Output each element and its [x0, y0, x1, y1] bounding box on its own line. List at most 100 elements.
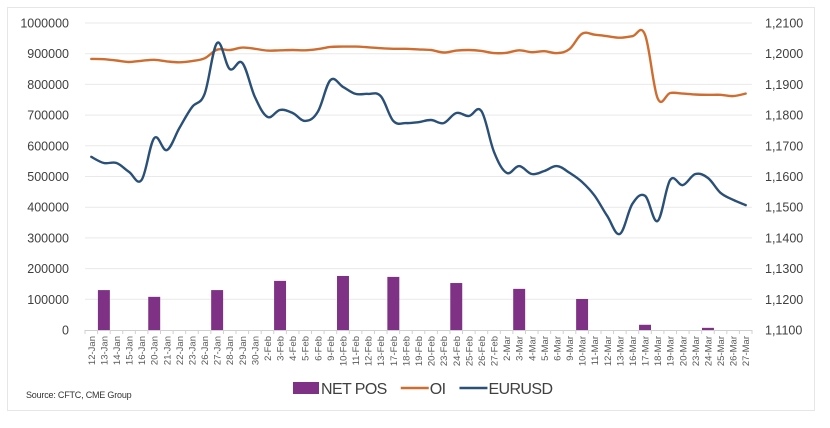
- x-tick-label: 22-Jan: [175, 336, 186, 365]
- x-tick-label: 27-Jan: [213, 336, 224, 365]
- y-left-tick-label: 300000: [27, 231, 69, 245]
- x-tick-label: 20-Jan: [150, 336, 161, 365]
- x-tick-label: 2-Feb: [263, 336, 274, 361]
- x-tick-label: 23-Feb: [439, 336, 450, 366]
- net-pos-bar: [148, 296, 161, 330]
- x-tick-label: 6-Feb: [313, 336, 324, 361]
- x-tick-label: 16-Mar: [628, 336, 639, 366]
- y-right-tick-label: 1,1400: [765, 231, 803, 245]
- y-left-tick-label: 0: [62, 324, 69, 338]
- x-tick-label: 3-Feb: [276, 336, 287, 361]
- legend-label: OI: [430, 381, 446, 398]
- legend-label: NET POS: [321, 381, 387, 398]
- x-tick-label: 10-Feb: [338, 336, 349, 366]
- x-tick-label: 13-Jan: [99, 336, 110, 365]
- y-right-tick-label: 1,1800: [765, 109, 803, 123]
- y-left-tick-label: 900000: [27, 47, 69, 61]
- x-tick-label: 9-Mar: [565, 336, 576, 361]
- x-tick-label: 16-Jan: [137, 336, 148, 365]
- y-left-tick-label: 1000000: [20, 17, 69, 31]
- y-right-tick-label: 1,1700: [765, 139, 803, 153]
- x-tick-label: 24-Mar: [703, 336, 714, 366]
- x-tick-label: 26-Jan: [200, 336, 211, 365]
- series-lines: [90, 28, 747, 236]
- y-left-tick-label: 700000: [27, 109, 69, 123]
- x-tick-label: 17-Mar: [641, 336, 652, 366]
- x-tick-label: 17-Feb: [389, 336, 400, 366]
- x-tick-label: 10-Mar: [578, 336, 589, 366]
- x-tick-label: 25-Mar: [716, 336, 727, 366]
- x-tick-label: 23-Mar: [691, 336, 702, 366]
- net-pos-bar: [274, 280, 287, 330]
- y-right-tick-label: 1,1500: [765, 201, 803, 215]
- x-tick-label: 29-Jan: [238, 336, 249, 365]
- net-pos-bar: [576, 298, 589, 330]
- net-pos-bar: [97, 290, 110, 330]
- y-right-tick-label: 1,1100: [765, 324, 802, 338]
- x-tick-label: 26-Feb: [477, 336, 488, 366]
- oi-line: [90, 28, 747, 104]
- legend-swatch: [293, 382, 319, 394]
- chart-frame: [7, 7, 815, 411]
- y-axis-right: 1,1100 1,1200 1,1300 1,1400 1,1500 1,1600 1,17…: [765, 17, 803, 338]
- y-left-tick-label: 800000: [27, 78, 69, 92]
- legend: NET POS OI EURUSD: [293, 381, 553, 398]
- x-tick-label: 25-Feb: [464, 336, 475, 366]
- x-tick-label: 19-Feb: [414, 336, 425, 366]
- x-tick-label: 21-Jan: [162, 336, 173, 365]
- x-tick-label: 11-Feb: [351, 336, 362, 365]
- x-tick-label: 30-Jan: [250, 336, 261, 365]
- y-left-tick-label: 600000: [27, 139, 69, 153]
- eurusd-line: [90, 41, 747, 236]
- x-tick-label: 14-Jan: [112, 336, 123, 365]
- x-tick-label: 20-Mar: [678, 336, 689, 366]
- net-pos-bars: [97, 275, 714, 330]
- x-tick-label: 27-Feb: [490, 336, 501, 366]
- y-right-tick-label: 1,2100: [765, 17, 803, 31]
- y-right-tick-label: 1,1600: [765, 170, 803, 184]
- x-tick-label: 12-Jan: [87, 336, 98, 365]
- y-right-tick-label: 1,1300: [765, 262, 803, 276]
- legend-item-eurusd: EURUSD: [459, 381, 553, 398]
- net-pos-bar: [639, 324, 652, 330]
- x-tick-label: 3-Mar: [515, 336, 526, 361]
- net-pos-bar: [450, 283, 463, 330]
- x-tick-label: 12-Feb: [364, 336, 375, 366]
- net-pos-bar: [211, 290, 224, 330]
- y-right-tick-label: 1,1200: [765, 293, 803, 307]
- source-note: Source: CFTC, CME Group: [26, 390, 132, 400]
- x-tick-label: 2-Mar: [502, 336, 513, 361]
- x-tick-label: 5-Feb: [301, 336, 312, 361]
- x-axis: 12-Jan 13-Jan 14-Jan 15-Jan 16-Jan 20-Jan 21-J…: [84, 330, 753, 366]
- y-left-tick-label: 100000: [27, 293, 69, 307]
- legend-item-oi: OI: [400, 381, 446, 398]
- x-tick-label: 28-Jan: [225, 336, 236, 365]
- legend-label: EURUSD: [488, 381, 552, 398]
- y-right-tick-label: 1,1900: [765, 78, 803, 92]
- x-tick-label: 24-Feb: [452, 336, 463, 366]
- x-tick-label: 18-Mar: [653, 336, 664, 366]
- net-pos-bar: [513, 288, 526, 330]
- x-tick-label: 20-Feb: [427, 336, 438, 366]
- x-tick-label: 18-Feb: [401, 336, 412, 366]
- x-tick-label: 12-Mar: [603, 336, 614, 366]
- x-tick-label: 4-Feb: [288, 336, 299, 361]
- x-tick-label: 13-Mar: [615, 336, 626, 366]
- x-tick-label: 27-Mar: [741, 336, 752, 366]
- y-left-tick-label: 400000: [27, 201, 69, 215]
- x-tick-label: 6-Mar: [552, 336, 563, 361]
- y-axis-left: 0 100000 200000 300000 400000 500000 600000 700…: [20, 17, 69, 338]
- x-tick-label: 4-Mar: [527, 336, 538, 361]
- y-right-tick-label: 1,2000: [765, 47, 803, 61]
- x-tick-label: 15-Jan: [125, 336, 136, 365]
- y-left-tick-label: 500000: [27, 170, 69, 184]
- net-pos-bar: [337, 275, 349, 330]
- x-tick-label: 23-Jan: [187, 336, 198, 365]
- y-left-tick-label: 200000: [27, 262, 69, 276]
- legend-item-net-pos: NET POS: [293, 381, 387, 398]
- x-tick-label: 13-Feb: [376, 336, 387, 366]
- net-pos-bar: [701, 327, 714, 330]
- x-tick-label: 5-Mar: [540, 336, 551, 361]
- x-tick-label: 11-Mar: [590, 336, 601, 365]
- net-pos-bar: [387, 276, 400, 330]
